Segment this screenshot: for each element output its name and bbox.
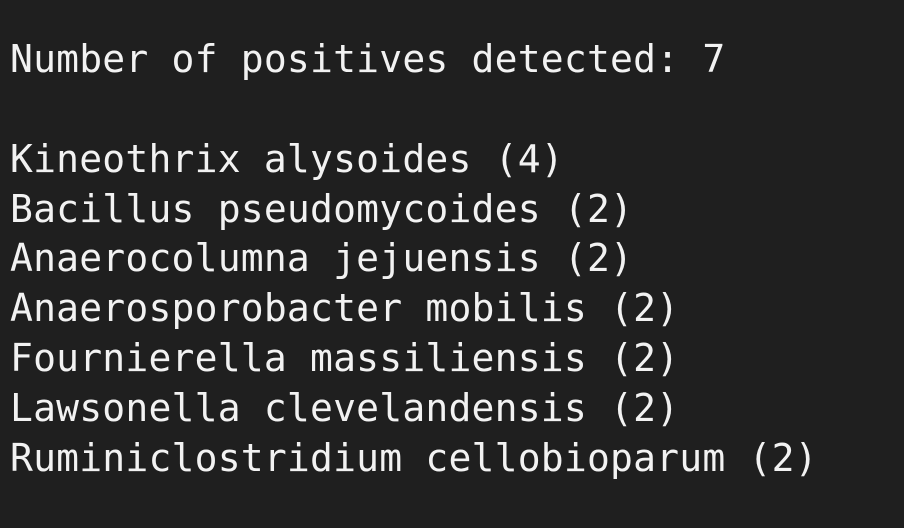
result-line: Fournierella massiliensis (2) [10,336,680,380]
result-line: Bacillus pseudomycoides (2) [10,187,634,231]
result-line: Kineothrix alysoides (4) [10,137,564,181]
result-line: Anaerocolumna jejuensis (2) [10,236,634,280]
result-line: Lawsonella clevelandensis (2) [10,386,680,430]
result-line: Anaerosporobacter mobilis (2) [10,286,680,330]
result-line: Ruminiclostridium cellobioparum (2) [10,436,818,480]
positives-summary: Number of positives detected: 7 [10,37,726,81]
